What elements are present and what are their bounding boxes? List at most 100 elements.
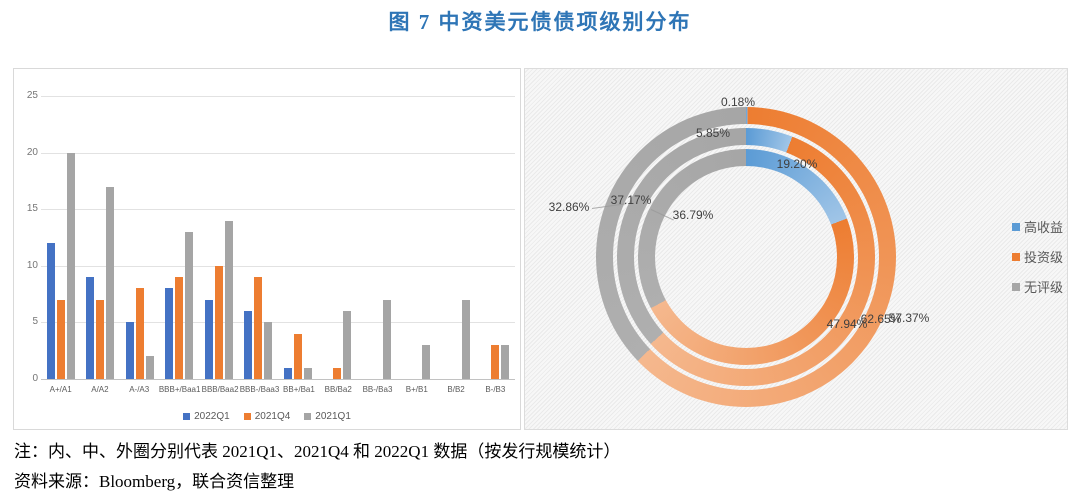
bar-group <box>160 96 200 379</box>
x-axis-label: B-/B3 <box>485 385 506 394</box>
gridline <box>41 96 515 97</box>
bar-plot-area <box>41 96 515 379</box>
y-axis-tick: 25 <box>26 90 38 101</box>
bar-2021Q1 <box>264 322 273 379</box>
x-axis-label: BBB/Baa2 <box>201 385 239 394</box>
gridline <box>41 265 515 267</box>
bar-chart-panel: 0 5 10 15 20 25 A+/A1 A/A2 A-/A3 BBB+/Baa1 BBB/Ba… <box>13 68 521 430</box>
gridline <box>41 209 515 211</box>
donut-data-label: 37.17% <box>610 193 652 207</box>
legend-item: 高收益 <box>1012 217 1063 236</box>
legend-swatch <box>1012 252 1020 261</box>
x-axis-labels: A+/A1 A/A2 A-/A3 BBB+/Baa1 BBB/Baa2 BBB-/Baa3… <box>41 385 515 394</box>
bar-2022Q1 <box>204 299 213 379</box>
legend-swatch <box>1012 282 1020 291</box>
bar-2021Q1 <box>106 186 115 379</box>
bar-2022Q1 <box>46 243 55 379</box>
bar-2022Q1 <box>165 288 174 379</box>
donut-data-label: 5.85% <box>695 126 731 140</box>
bar-2021Q1 <box>422 345 431 379</box>
donut-hole <box>655 166 837 348</box>
bar-group <box>397 96 437 379</box>
bar-legend: 2022Q1 2021Q4 2021Q1 <box>14 411 520 422</box>
donut-data-label: 62.65% <box>860 312 902 326</box>
bar-2021Q4 <box>491 345 500 379</box>
y-axis-tick: 0 <box>32 373 38 384</box>
figure-source: 资料来源：Bloomberg，联合资信整理 <box>14 472 295 491</box>
bar-group <box>278 96 318 379</box>
legend-label: 2021Q1 <box>315 411 351 422</box>
bar-2021Q1 <box>66 152 75 379</box>
donut-data-label: 19.20% <box>776 157 818 171</box>
bar-group <box>120 96 160 379</box>
bar-2021Q1 <box>382 299 391 379</box>
legend-item: 投资级 <box>1012 247 1063 266</box>
bar-2022Q1 <box>283 367 292 379</box>
bar-2022Q1 <box>125 322 134 379</box>
donut-data-label: 32.86% <box>548 200 590 214</box>
y-axis-tick: 5 <box>32 316 38 328</box>
x-axis-label: B+/B1 <box>405 385 428 394</box>
bar-group <box>476 96 516 379</box>
bar-2021Q1 <box>185 231 194 379</box>
gridline <box>41 152 515 154</box>
donut-data-label: 0.18% <box>720 95 756 109</box>
y-axis-tick: 10 <box>26 259 38 271</box>
bar-group <box>81 96 121 379</box>
bar-group <box>357 96 397 379</box>
legend-item: 2021Q4 <box>243 411 291 422</box>
donut-data-label: 36.79% <box>672 208 714 222</box>
legend-label: 投资级 <box>1024 250 1064 265</box>
figure-title: 图 7 中资美元债债项级别分布 <box>388 10 692 34</box>
legend-item: 无评级 <box>1012 277 1063 296</box>
gridline <box>41 322 515 324</box>
y-axis-tick: 15 <box>26 203 38 215</box>
x-axis-label: A-/A3 <box>129 385 150 394</box>
bar-2021Q4 <box>96 299 105 379</box>
bar-2021Q1 <box>224 220 233 379</box>
legend-item: 2022Q1 <box>183 411 230 422</box>
bar-2021Q4 <box>293 333 302 379</box>
bar-2021Q4 <box>214 265 223 379</box>
bar-2021Q4 <box>254 277 263 379</box>
bar-group <box>41 96 81 379</box>
bar-2021Q4 <box>333 367 342 379</box>
legend-label: 2022Q1 <box>194 411 230 422</box>
legend-label: 无评级 <box>1024 280 1064 295</box>
bar-2021Q4 <box>56 299 65 379</box>
donut-legend: 高收益 投资级 无评级 <box>1012 217 1063 296</box>
x-axis-label: A/A2 <box>91 385 109 394</box>
x-axis-label: B/B2 <box>447 385 465 394</box>
legend-label: 高收益 <box>1024 220 1064 235</box>
x-axis-label: A+/A1 <box>49 385 72 394</box>
legend-item: 2021Q1 <box>304 411 351 422</box>
legend-swatch <box>1012 222 1020 231</box>
x-axis-label: BBB+/Baa1 <box>158 385 201 394</box>
bar-group <box>436 96 476 379</box>
bar-2021Q4 <box>135 288 144 379</box>
x-axis-label: BB+/Ba1 <box>283 385 315 394</box>
donut-chart-panel: 0.18% 5.85% 19.20% 32.86% 37.17% 36.79% … <box>524 68 1068 430</box>
x-axis-label: BB-/Ba3 <box>362 385 393 394</box>
bar-2021Q1 <box>343 311 352 379</box>
legend-label: 2021Q4 <box>254 411 291 422</box>
bar-2021Q1 <box>145 356 154 379</box>
bar-2021Q4 <box>175 277 184 379</box>
x-axis-label: BBB-/Baa3 <box>239 385 280 394</box>
donut-data-label: 47.94% <box>826 317 868 331</box>
bar-group <box>318 96 358 379</box>
bar-group <box>199 96 239 379</box>
x-axis-line <box>41 379 515 380</box>
bar-2021Q1 <box>501 345 510 379</box>
bar-2022Q1 <box>244 311 253 379</box>
y-axis-tick: 20 <box>26 146 38 158</box>
figure-note: 注：内、中、外圈分别代表 2021Q1、2021Q4 和 2022Q1 数据（按… <box>14 442 621 461</box>
legend-swatch <box>243 413 251 420</box>
bar-2022Q1 <box>86 277 95 379</box>
legend-swatch <box>183 413 191 420</box>
x-axis-label: BB/Ba2 <box>324 385 352 394</box>
donut-data-label: 57.37% <box>888 311 930 325</box>
bar-2021Q1 <box>461 299 470 379</box>
bar-group <box>239 96 279 379</box>
